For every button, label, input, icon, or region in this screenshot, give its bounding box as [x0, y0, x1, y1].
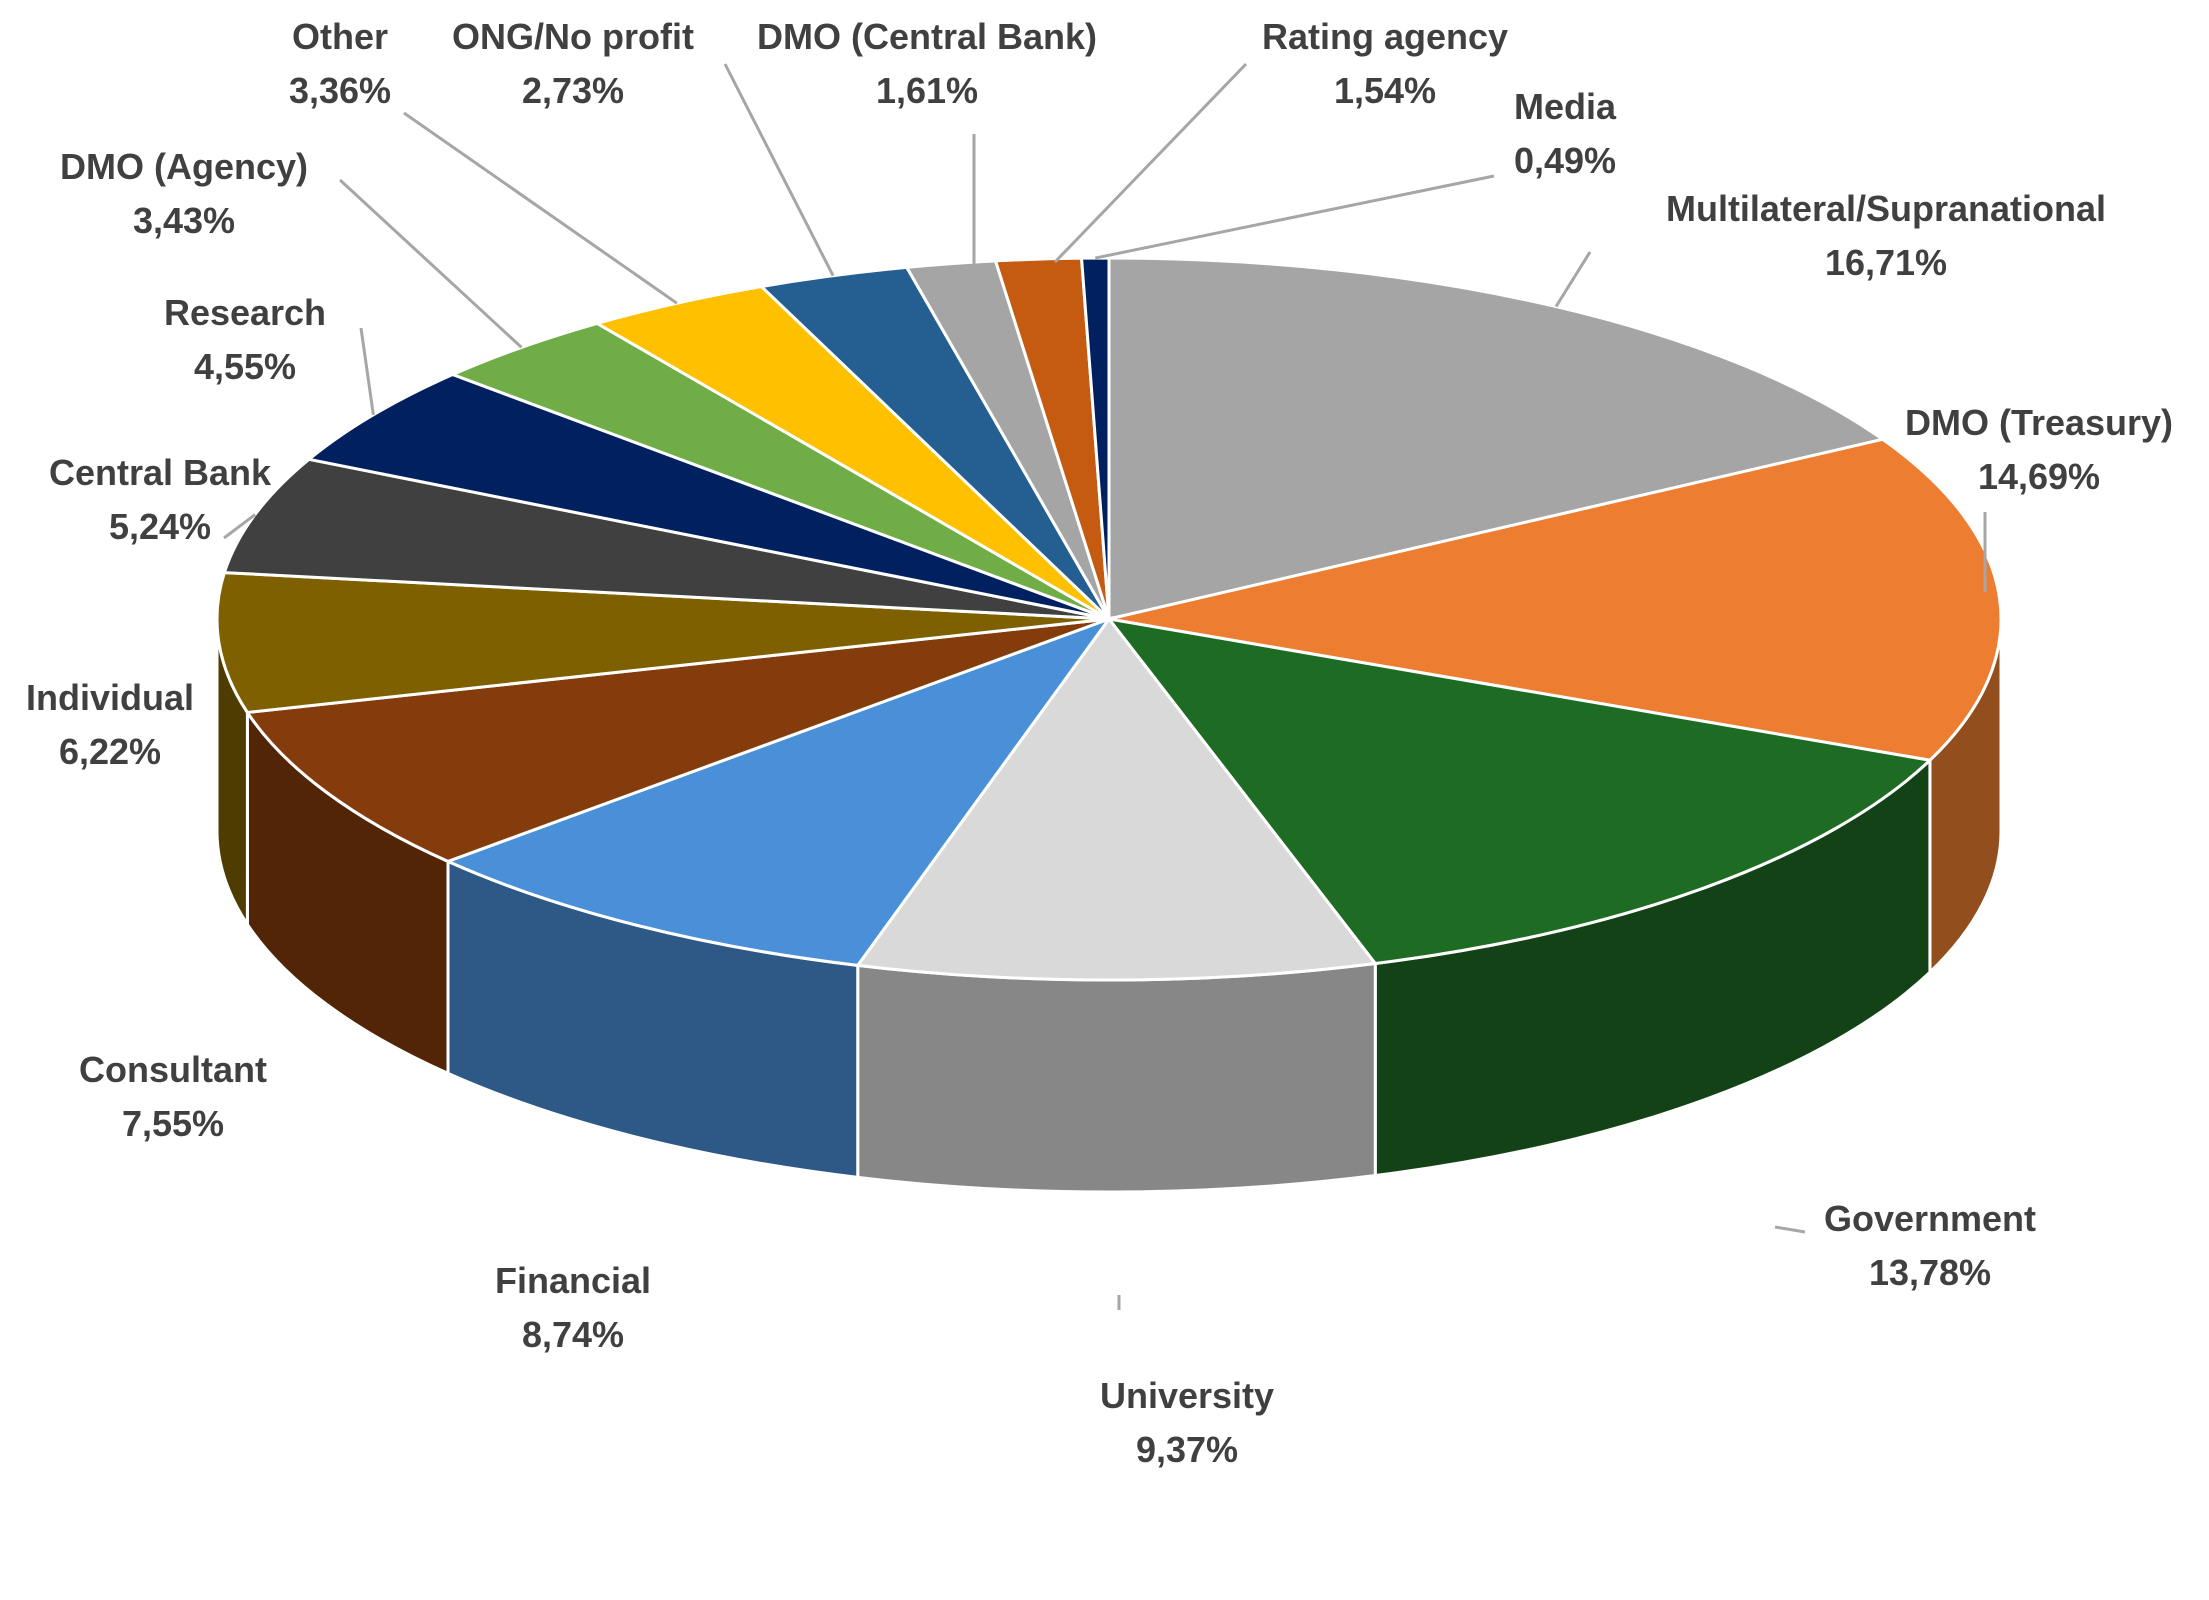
data-label: University 9,37%: [1100, 1369, 1274, 1477]
data-label-category: Consultant: [79, 1049, 267, 1090]
data-label: Individual 6,22%: [26, 671, 194, 779]
slice-side-3: [856, 961, 1377, 1194]
leader-line-8: [359, 327, 375, 416]
data-label-category: Media: [1513, 86, 1617, 127]
data-label-category: DMO (Central Bank): [756, 16, 1098, 57]
slice-5: [244, 617, 1110, 864]
data-label: Other 3,36%: [289, 10, 391, 118]
data-label: Central Bank 5,24%: [49, 446, 271, 554]
data-label-value: 13,78%: [1868, 1252, 1992, 1293]
data-label: DMO (Treasury) 14,69%: [1905, 396, 2173, 504]
data-label: Financial 8,74%: [495, 1254, 651, 1362]
data-label: Consultant 7,55%: [79, 1043, 267, 1151]
data-label-value: 16,71%: [1824, 242, 1948, 283]
leader-line-0: [1554, 251, 1592, 308]
data-label-category: Central Bank: [48, 452, 272, 493]
data-label: Government 13,78%: [1824, 1192, 2036, 1300]
leader-line-2: [1774, 1225, 1806, 1234]
data-label-category: Rating agency: [1261, 16, 1509, 57]
data-label-value: 4,55%: [193, 346, 297, 387]
data-label-value: 9,37%: [1135, 1429, 1239, 1470]
data-label-value: 3,36%: [288, 70, 392, 111]
slice-1: [1108, 437, 2003, 762]
data-label: ONG/No profit 2,73%: [452, 10, 694, 118]
slice-8: [305, 372, 1110, 621]
data-label-value: 6,22%: [58, 731, 162, 772]
data-label-category: Individual: [25, 677, 195, 718]
data-label-value: 1,61%: [875, 70, 979, 111]
data-label-value: 1,54%: [1333, 70, 1437, 111]
slice-2: [1105, 616, 1934, 966]
leader-line-11: [723, 63, 835, 277]
data-label-value: 8,74%: [521, 1314, 625, 1355]
data-label-value: 7,55%: [121, 1103, 225, 1144]
data-label-category: Multilateral/Supranational: [1665, 188, 2107, 229]
data-label-value: 14,69%: [1977, 456, 2101, 497]
leader-line-13: [1053, 62, 1248, 264]
data-label-value: 3,43%: [132, 200, 236, 241]
pie-side-walls: [215, 618, 2003, 1194]
data-label-category: Government: [1823, 1198, 2037, 1239]
data-label: Rating agency 1,54%: [1262, 10, 1508, 118]
data-label-category: Research: [163, 292, 327, 333]
leader-line-14: [1094, 174, 1495, 260]
slice-14: [1079, 256, 1111, 620]
leader-lines: [223, 62, 1987, 1310]
data-label-value: 2,73%: [521, 70, 625, 111]
data-label-category: DMO (Agency): [59, 146, 309, 187]
data-label-value: 0,49%: [1513, 140, 1617, 181]
data-label: Media 0,49%: [1514, 80, 1616, 188]
data-label: Research 4,55%: [164, 286, 326, 394]
slice-3: [855, 616, 1379, 982]
data-label-category: ONG/No profit: [452, 16, 694, 57]
pie-top-faces: [215, 256, 2003, 982]
data-label-category: Financial: [494, 1260, 652, 1301]
data-label-category: University: [1099, 1375, 1275, 1416]
data-label-value: 5,24%: [108, 506, 212, 547]
slice-7: [222, 457, 1110, 621]
leader-line-10: [403, 111, 678, 305]
data-label-category: Other: [291, 16, 389, 57]
data-label-category: DMO (Treasury): [1904, 402, 2174, 443]
data-label: DMO (Agency) 3,43%: [60, 140, 308, 248]
data-label: DMO (Central Bank) 1,61%: [757, 10, 1097, 118]
data-label: Multilateral/Supranational 16,71%: [1666, 182, 2106, 290]
slice-4: [443, 615, 1114, 967]
leader-line-9: [338, 178, 523, 349]
leader-line-7: [223, 513, 257, 540]
